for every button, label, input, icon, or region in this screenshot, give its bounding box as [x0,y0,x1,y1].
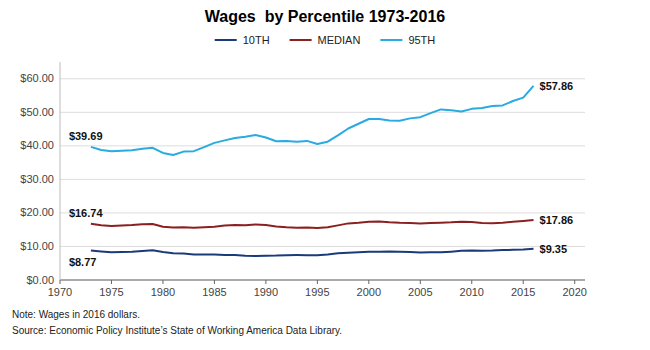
x-tick-label: 2000 [357,286,381,298]
y-tick-label: $30.00 [20,173,54,185]
legend-item: 10TH [215,34,270,46]
x-tick [265,280,266,284]
y-tick-label: $10.00 [20,240,54,252]
y-tick-label: $60.00 [20,72,54,84]
x-tick [368,280,369,284]
end-label: $9.35 [540,243,568,255]
start-label: $8.77 [69,256,97,268]
x-tick-label: 2020 [562,286,586,298]
start-label: $39.69 [69,130,103,142]
x-tick [420,280,421,284]
x-tick [574,280,575,284]
x-tick-label: 1985 [202,286,226,298]
x-tick-label: 2010 [460,286,484,298]
legend: 10TH MEDIAN 95TH [215,34,436,46]
y-axis-line [60,62,61,280]
series-line [91,249,534,256]
end-label: $57.86 [540,80,574,92]
y-tick-label: $40.00 [20,139,54,151]
legend-label: MEDIAN [318,34,361,46]
legend-swatch [215,39,237,41]
legend-swatch [290,39,312,41]
x-tick [317,280,318,284]
note: Source: Economic Policy Institute’s Stat… [12,325,342,336]
x-axis-line [60,280,585,281]
x-tick [471,280,472,284]
grid-line [60,212,585,213]
grid [60,79,585,280]
legend-item: MEDIAN [290,34,361,46]
grid-line [60,280,585,281]
grid-line [60,145,585,146]
x-tick-label: 1980 [151,286,175,298]
lines [91,86,534,256]
x-tick [214,280,215,284]
grid-line [60,179,585,180]
y-tick-label: $50.00 [20,106,54,118]
series-line [91,86,534,155]
x-tick [111,280,112,284]
legend-item: 95TH [380,34,435,46]
x-tick [60,280,61,284]
x-tick-label: 1970 [48,286,72,298]
x-tick-label: 1990 [254,286,278,298]
x-tick-label: 2005 [408,286,432,298]
x-tick-label: 1995 [305,286,329,298]
x-tick-label: 2015 [511,286,535,298]
legend-label: 10TH [243,34,270,46]
y-tick-label: $20.00 [20,206,54,218]
note: Note: Wages in 2016 dollars. [12,309,140,320]
x-tick-label: 1975 [99,286,123,298]
x-tick [162,280,163,284]
chart: $0.00 $10.00 $20.00 $30.00 $40.00 $50.00 $60.0… [0,0,650,350]
series-line [91,220,534,228]
title: Wages by Percentile 1973-2016 [205,8,446,25]
x-tick [523,280,524,284]
end-label: $17.86 [540,214,574,226]
grid-line [60,246,585,247]
grid-line [60,78,585,79]
legend-swatch [380,39,402,41]
grid-line [60,112,585,113]
start-label: $16.74 [69,207,104,219]
legend-label: 95TH [408,34,435,46]
y-tick-label: $0.00 [26,274,54,286]
